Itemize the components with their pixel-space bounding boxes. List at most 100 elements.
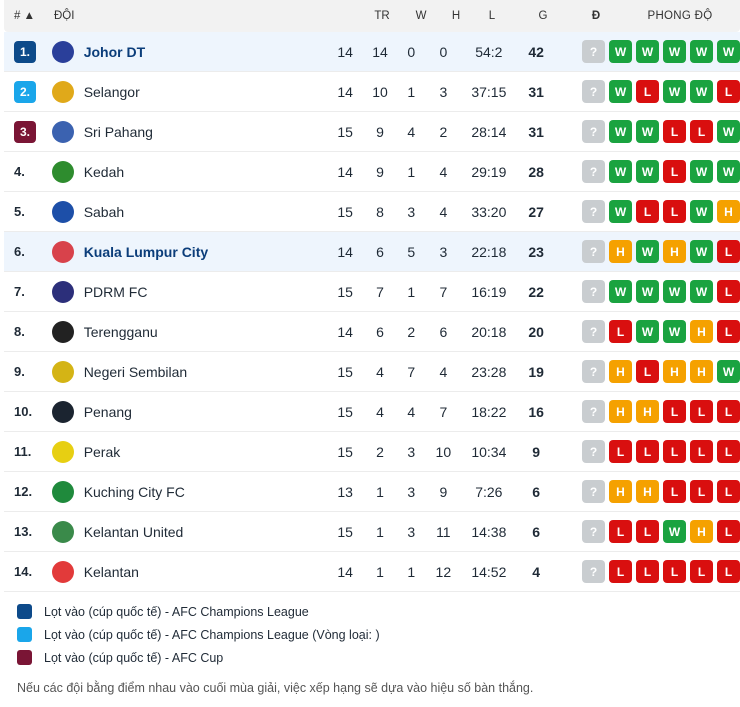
form-result[interactable]: H [716,200,740,223]
form-result[interactable]: L [716,440,740,463]
form-result[interactable]: H [635,400,659,423]
form-result[interactable]: H [689,520,713,543]
form-upcoming[interactable]: ? [581,80,605,103]
form-result[interactable]: W [689,80,713,103]
table-row[interactable]: 2. Selangor 14 10 1 3 37:15 31 ? W L W W L [4,72,740,112]
table-row[interactable]: 13. Kelantan United 15 1 3 11 14:38 6 ? L… [4,512,740,552]
form-result[interactable]: W [689,160,713,183]
form-result[interactable]: L [662,400,686,423]
team-cell[interactable]: Negeri Sembilan [50,360,300,383]
form-result[interactable]: W [716,360,740,383]
form-result[interactable]: L [689,400,713,423]
form-upcoming[interactable]: ? [581,560,605,583]
form-result[interactable]: H [689,320,713,343]
form-result[interactable]: W [689,280,713,303]
form-result[interactable]: L [662,480,686,503]
form-result[interactable]: W [716,120,740,143]
form-result[interactable]: L [662,200,686,223]
header-wins[interactable]: W [415,10,427,22]
form-upcoming[interactable]: ? [581,480,605,503]
form-result[interactable]: L [716,280,740,303]
form-result[interactable]: H [689,360,713,383]
form-result[interactable]: W [608,40,632,63]
header-goals[interactable]: G [538,10,548,22]
table-row[interactable]: 11. Perak 15 2 3 10 10:34 9 ? L L L L L [4,432,740,472]
form-result[interactable]: L [635,360,659,383]
team-name[interactable]: PDRM FC [83,283,148,300]
form-result[interactable]: H [662,240,686,263]
form-result[interactable]: W [635,120,659,143]
form-result[interactable]: L [689,560,713,583]
form-result[interactable]: L [608,320,632,343]
team-cell[interactable]: Kedah [50,160,300,183]
form-result[interactable]: L [608,560,632,583]
team-cell[interactable]: Kelantan [50,560,300,583]
team-name[interactable]: Kelantan United [83,523,184,540]
table-row[interactable]: 3. Sri Pahang 15 9 4 2 28:14 31 ? W W L L W [4,112,740,152]
team-name[interactable]: Negeri Sembilan [83,363,188,380]
form-upcoming[interactable]: ? [581,120,605,143]
form-upcoming[interactable]: ? [581,240,605,263]
team-cell[interactable]: PDRM FC [50,280,300,303]
team-cell[interactable]: Sabah [50,200,300,223]
form-result[interactable]: H [608,240,632,263]
team-name[interactable]: Perak [83,443,121,460]
form-result[interactable]: L [608,440,632,463]
team-cell[interactable]: Sri Pahang [50,120,300,143]
form-result[interactable]: L [716,480,740,503]
form-result[interactable]: L [635,520,659,543]
form-result[interactable]: H [608,480,632,503]
form-result[interactable]: H [608,360,632,383]
form-result[interactable]: W [635,280,659,303]
team-cell[interactable]: Terengganu [50,320,300,343]
table-row[interactable]: 6. Kuala Lumpur City 14 6 5 3 22:18 23 ?… [4,232,740,272]
form-result[interactable]: L [635,80,659,103]
team-name[interactable]: Sabah [83,203,125,220]
header-rank[interactable]: # ▲ [14,10,35,22]
team-name[interactable]: Kelantan [83,563,139,580]
team-cell[interactable]: Perak [50,440,300,463]
form-result[interactable]: W [689,240,713,263]
form-result[interactable]: W [662,280,686,303]
table-row[interactable]: 5. Sabah 15 8 3 4 33:20 27 ? W L L W H [4,192,740,232]
form-upcoming[interactable]: ? [581,360,605,383]
table-row[interactable]: 7. PDRM FC 15 7 1 7 16:19 22 ? W W W W L [4,272,740,312]
table-row[interactable]: 9. Negeri Sembilan 15 4 7 4 23:28 19 ? H L… [4,352,740,392]
table-row[interactable]: 4. Kedah 14 9 1 4 29:19 28 ? W W L W W [4,152,740,192]
form-result[interactable]: W [662,520,686,543]
form-result[interactable]: W [662,40,686,63]
form-result[interactable]: H [608,400,632,423]
form-result[interactable]: L [635,440,659,463]
header-draws[interactable]: H [451,10,461,22]
form-upcoming[interactable]: ? [581,160,605,183]
table-row[interactable]: 1. Johor DT 14 14 0 0 54:2 42 ? W W W W W [4,32,740,72]
team-name[interactable]: Kedah [83,163,125,180]
form-result[interactable]: L [662,120,686,143]
form-result[interactable]: L [662,560,686,583]
form-result[interactable]: L [635,560,659,583]
form-result[interactable]: L [689,120,713,143]
header-team[interactable]: ĐỘI [54,10,75,22]
team-name[interactable]: Penang [83,403,132,420]
header-played[interactable]: TR [374,10,390,22]
team-cell[interactable]: Johor DT [50,40,300,63]
form-result[interactable]: L [662,440,686,463]
form-result[interactable]: W [608,160,632,183]
team-cell[interactable]: Kelantan United [50,520,300,543]
form-upcoming[interactable]: ? [581,520,605,543]
form-result[interactable]: W [716,40,740,63]
team-cell[interactable]: Penang [50,400,300,423]
form-result[interactable]: W [662,80,686,103]
team-name[interactable]: Sri Pahang [83,123,153,140]
form-result[interactable]: L [635,200,659,223]
team-cell[interactable]: Kuala Lumpur City [50,240,300,263]
form-result[interactable]: L [716,240,740,263]
form-result[interactable]: L [716,520,740,543]
team-cell[interactable]: Selangor [50,80,300,103]
table-row[interactable]: 8. Terengganu 14 6 2 6 20:18 20 ? L W W H L [4,312,740,352]
team-name[interactable]: Kuala Lumpur City [83,243,209,260]
form-result[interactable]: L [608,520,632,543]
form-result[interactable]: W [608,120,632,143]
table-row[interactable]: 10. Penang 15 4 4 7 18:22 16 ? H H L L L [4,392,740,432]
form-result[interactable]: W [608,80,632,103]
